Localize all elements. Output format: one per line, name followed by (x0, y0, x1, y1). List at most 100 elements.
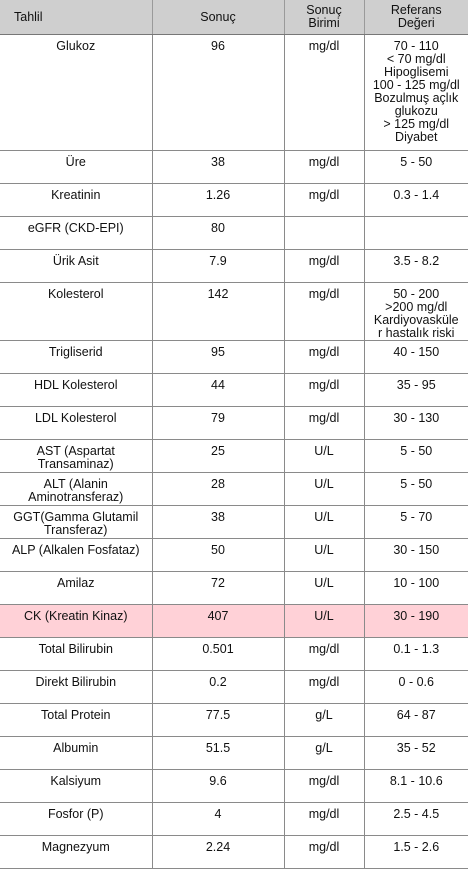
unit-cell (283, 216, 364, 250)
reference-cell: 35 - 95 (363, 373, 468, 407)
table-row: eGFR (CKD-EPI) 80 (0, 216, 468, 250)
table-row: Fosfor (P) 4 mg/dl 2.5 - 4.5 (0, 802, 468, 836)
test-cell: CK (Kreatin Kinaz) (0, 604, 152, 638)
result-cell: 44 (151, 373, 284, 407)
reference-cell: 30 - 150 (363, 538, 468, 572)
test-cell: HDL Kolesterol (0, 373, 152, 407)
reference-cell: 0 - 0.6 (363, 670, 468, 704)
result-cell: 1.26 (151, 183, 284, 217)
column-header-unit: Sonuç Birimi (283, 0, 364, 35)
result-cell: 28 (151, 472, 284, 506)
test-cell: Albumin (0, 736, 152, 770)
result-cell: 51.5 (151, 736, 284, 770)
table-row: HDL Kolesterol 44 mg/dl 35 - 95 (0, 373, 468, 407)
result-cell: 407 (151, 604, 284, 638)
test-cell: Direkt Bilirubin (0, 670, 152, 704)
reference-cell: 1.5 - 2.6 (363, 835, 468, 869)
test-cell: Kreatinin (0, 183, 152, 217)
result-cell: 0.501 (151, 637, 284, 671)
table-row: AST (Aspartat Transaminaz) 25 U/L 5 - 50 (0, 439, 468, 473)
result-cell: 95 (151, 340, 284, 374)
unit-cell: U/L (283, 472, 364, 506)
unit-cell: mg/dl (283, 249, 364, 283)
reference-cell: 3.5 - 8.2 (363, 249, 468, 283)
unit-cell: mg/dl (283, 802, 364, 836)
reference-cell: 0.3 - 1.4 (363, 183, 468, 217)
reference-cell: 30 - 130 (363, 406, 468, 440)
test-cell: Trigliserid (0, 340, 152, 374)
table-row: Total Protein 77.5 g/L 64 - 87 (0, 703, 468, 737)
reference-cell: 10 - 100 (363, 571, 468, 605)
table-row: Üre 38 mg/dl 5 - 50 (0, 150, 468, 184)
result-cell: 96 (151, 34, 284, 151)
table-row: Total Bilirubin 0.501 mg/dl 0.1 - 1.3 (0, 637, 468, 671)
test-cell: ALP (Alkalen Fosfataz) (0, 538, 152, 572)
result-cell: 77.5 (151, 703, 284, 737)
result-cell: 72 (151, 571, 284, 605)
reference-cell (363, 216, 468, 250)
unit-cell: mg/dl (283, 406, 364, 440)
unit-cell: mg/dl (283, 183, 364, 217)
reference-cell: 2.5 - 4.5 (363, 802, 468, 836)
reference-cell: 8.1 - 10.6 (363, 769, 468, 803)
reference-cell: 5 - 50 (363, 472, 468, 506)
table-row: Kolesterol 142 mg/dl 50 - 200 >200 mg/dl Ka… (0, 282, 468, 341)
unit-cell: g/L (283, 703, 364, 737)
test-cell: Amilaz (0, 571, 152, 605)
reference-cell: 5 - 70 (363, 505, 468, 539)
unit-cell: mg/dl (283, 34, 364, 151)
table-row: Ürik Asit 7.9 mg/dl 3.5 - 8.2 (0, 249, 468, 283)
test-cell: Ürik Asit (0, 249, 152, 283)
test-cell: Total Bilirubin (0, 637, 152, 671)
reference-cell: 50 - 200 >200 mg/dl Kardiyovasküle r has… (363, 282, 468, 341)
test-cell: Kalsiyum (0, 769, 152, 803)
table-row: Magnezyum 2.24 mg/dl 1.5 - 2.6 (0, 835, 468, 869)
unit-cell: mg/dl (283, 373, 364, 407)
reference-cell: 35 - 52 (363, 736, 468, 770)
result-cell: 142 (151, 282, 284, 341)
test-cell: Kolesterol (0, 282, 152, 341)
table-row: Glukoz 96 mg/dl 70 - 110 < 70 mg/dl Hipogli… (0, 34, 468, 151)
unit-cell: mg/dl (283, 670, 364, 704)
unit-cell: U/L (283, 571, 364, 605)
result-cell: 2.24 (151, 835, 284, 869)
test-cell: Fosfor (P) (0, 802, 152, 836)
table-header: Tahlil Sonuç Sonuç Birimi Referans Değer… (0, 0, 468, 35)
result-cell: 50 (151, 538, 284, 572)
reference-cell: 64 - 87 (363, 703, 468, 737)
table-row: Direkt Bilirubin 0.2 mg/dl 0 - 0.6 (0, 670, 468, 704)
reference-cell: 70 - 110 < 70 mg/dl Hipoglisemi 100 - 12… (363, 34, 468, 151)
table-row: GGT(Gamma Glutamil Transferaz) 38 U/L 5 - 7… (0, 505, 468, 539)
test-cell: LDL Kolesterol (0, 406, 152, 440)
table-row: Kreatinin 1.26 mg/dl 0.3 - 1.4 (0, 183, 468, 217)
result-cell: 80 (151, 216, 284, 250)
table-row: ALP (Alkalen Fosfataz) 50 U/L 30 - 150 (0, 538, 468, 572)
result-cell: 7.9 (151, 249, 284, 283)
column-header-result: Sonuç (151, 0, 284, 35)
test-cell: GGT(Gamma Glutamil Transferaz) (0, 505, 152, 539)
column-header-reference: Referans Değeri (363, 0, 468, 35)
reference-cell: 40 - 150 (363, 340, 468, 374)
unit-cell: U/L (283, 604, 364, 638)
table-row: Trigliserid 95 mg/dl 40 - 150 (0, 340, 468, 374)
table-body: Glukoz 96 mg/dl 70 - 110 < 70 mg/dl Hipogli… (0, 34, 468, 869)
unit-cell: mg/dl (283, 282, 364, 341)
unit-cell: U/L (283, 439, 364, 473)
table-row: Albumin 51.5 g/L 35 - 52 (0, 736, 468, 770)
table-row: LDL Kolesterol 79 mg/dl 30 - 130 (0, 406, 468, 440)
unit-cell: U/L (283, 505, 364, 539)
test-cell: AST (Aspartat Transaminaz) (0, 439, 152, 473)
table-row: CK (Kreatin Kinaz) 407 U/L 30 - 190 (0, 604, 468, 638)
header-row: Tahlil Sonuç Sonuç Birimi Referans Değer… (0, 0, 468, 35)
unit-cell: g/L (283, 736, 364, 770)
unit-cell: mg/dl (283, 835, 364, 869)
table-row: ALT (Alanin Aminotransferaz) 28 U/L 5 - 50 (0, 472, 468, 506)
reference-cell: 5 - 50 (363, 439, 468, 473)
test-cell: Glukoz (0, 34, 152, 151)
unit-cell: mg/dl (283, 150, 364, 184)
reference-cell: 5 - 50 (363, 150, 468, 184)
test-cell: eGFR (CKD-EPI) (0, 216, 152, 250)
table-row: Amilaz 72 U/L 10 - 100 (0, 571, 468, 605)
unit-cell: mg/dl (283, 637, 364, 671)
